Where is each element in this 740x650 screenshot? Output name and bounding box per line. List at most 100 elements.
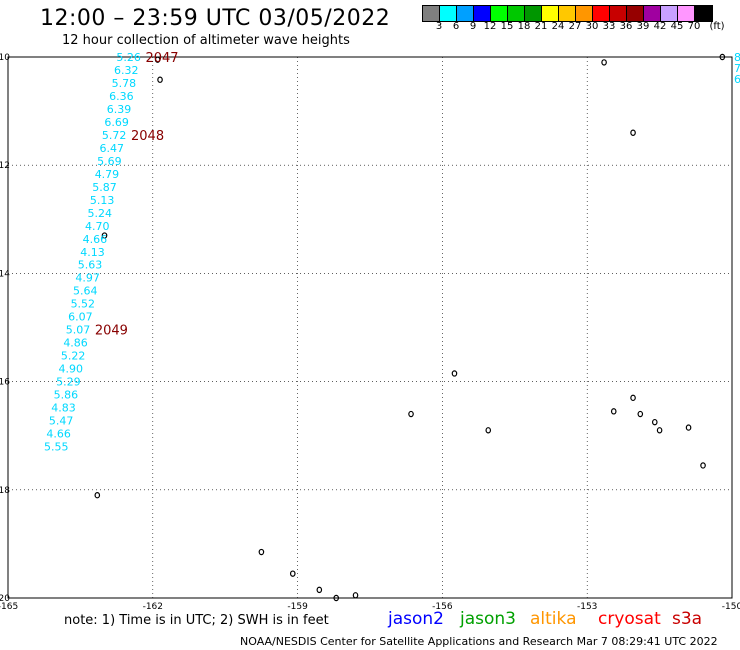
island-outline xyxy=(610,408,617,415)
swh-edge-value: 6 xyxy=(734,73,740,86)
swh-value-label: 5.72 xyxy=(102,129,127,142)
legend-tick-label: 6 xyxy=(452,21,460,32)
swh-value-label: 6.32 xyxy=(114,64,139,77)
satellite-name: altika xyxy=(530,609,577,629)
legend-tick-label: 42 xyxy=(653,21,667,32)
island-outline xyxy=(408,410,414,418)
swh-value-label: 5.24 xyxy=(87,207,112,220)
swh-value-label: 4.66 xyxy=(83,233,108,246)
legend-swatch xyxy=(661,6,678,21)
credit-line: NOAA/NESDIS Center for Satellite Applica… xyxy=(240,635,718,648)
swh-value-label: 6.69 xyxy=(104,116,129,129)
island-outline xyxy=(601,59,607,66)
swh-value-label: 6.39 xyxy=(107,103,132,116)
legend-swatch xyxy=(559,6,576,21)
swh-value-label: 5.47 xyxy=(49,415,74,428)
longitude-tick-label: -165 xyxy=(0,602,18,612)
legend-swatch xyxy=(678,6,695,21)
swh-value-label: 5.78 xyxy=(112,77,137,90)
swh-value-label: 5.69 xyxy=(97,155,122,168)
latitude-tick-label: -18 xyxy=(0,486,10,496)
map-frame xyxy=(7,56,733,599)
legend-swatch xyxy=(542,6,559,21)
legend-swatch xyxy=(593,6,610,21)
legend-tick-label: 45 xyxy=(670,21,684,32)
swh-value-label: 5.52 xyxy=(71,298,96,311)
swh-value-label: 5.86 xyxy=(54,389,79,402)
swh-value-label: 4.97 xyxy=(75,272,100,285)
latitude-tick-label: -10 xyxy=(0,53,10,63)
swh-value-label: 4.13 xyxy=(80,246,105,259)
island-outline xyxy=(94,492,101,499)
swh-value-label: 5.87 xyxy=(92,181,117,194)
swh-value-label: 4.83 xyxy=(51,402,76,415)
island-outline xyxy=(352,592,359,599)
island-outline xyxy=(258,548,265,556)
legend-swatch xyxy=(627,6,644,21)
legend-tick-label: 15 xyxy=(500,21,514,32)
legend-tick-label: 21 xyxy=(534,21,548,32)
island-outline xyxy=(154,56,161,63)
swh-value-label: 4.66 xyxy=(46,428,71,441)
pass-number-label: 2048 xyxy=(131,129,164,144)
swh-value-label: 5.55 xyxy=(44,441,69,454)
island-outline xyxy=(656,427,663,434)
island-outline xyxy=(630,394,636,402)
island-outline xyxy=(451,370,458,377)
swh-value-label: 5.29 xyxy=(56,376,81,389)
legend-swatch xyxy=(474,6,491,21)
latitude-tick-label: -12 xyxy=(0,161,10,171)
swh-value-label: 5.63 xyxy=(78,259,103,272)
legend-tick-label: 70 xyxy=(687,21,701,32)
swh-value-label: 5.07 xyxy=(66,324,91,337)
legend-swatch xyxy=(644,6,661,21)
legend-unit-label: (ft) xyxy=(709,21,725,32)
legend-swatch xyxy=(440,6,457,21)
swh-value-label: 5.22 xyxy=(61,350,86,363)
page-title: 12:00 – 23:59 UTC 03/05/2022 xyxy=(40,6,391,31)
latitude-tick-label: -16 xyxy=(0,378,10,388)
swh-value-label: 6.36 xyxy=(109,90,134,103)
latitude-tick-label: -14 xyxy=(0,269,10,279)
island-outline xyxy=(685,424,692,431)
island-outline xyxy=(630,129,636,136)
legend-swatch xyxy=(508,6,525,21)
legend-tick-label: 18 xyxy=(517,21,531,32)
longitude-tick-label: -153 xyxy=(577,602,597,612)
pass-number-label: 2049 xyxy=(95,324,128,339)
satellite-name: jason2 xyxy=(388,609,444,629)
swh-value-label: 4.90 xyxy=(58,363,83,376)
island-outline xyxy=(157,76,163,83)
swh-edge-value: 7 xyxy=(734,62,740,75)
island-outline xyxy=(333,594,340,602)
legend-tick-label: 24 xyxy=(551,21,565,32)
legend-swatch xyxy=(423,6,440,21)
legend-tick-label: 33 xyxy=(602,21,616,32)
island-outline xyxy=(485,427,492,434)
legend-tick-label: 39 xyxy=(636,21,650,32)
island-outline xyxy=(289,570,296,577)
legend-tick-label: 12 xyxy=(483,21,497,32)
legend-swatch xyxy=(491,6,508,21)
satellite-name: cryosat xyxy=(598,609,661,629)
color-legend-labels: 3 6 9 12 15 18 21 24 27 30 33 36 39 42 45 70 (ft) xyxy=(418,21,740,35)
swh-value-label: 4.70 xyxy=(85,220,110,233)
page-subtitle: 12 hour collection of altimeter wave hei… xyxy=(62,33,350,48)
legend-swatch xyxy=(525,6,542,21)
footer-note: note: 1) Time is in UTC; 2) SWH is in fe… xyxy=(64,613,329,628)
swh-edge-value: 8 xyxy=(734,51,740,64)
legend-swatch xyxy=(695,6,712,21)
swh-value-label: 6.07 xyxy=(68,311,93,324)
color-legend-bar xyxy=(422,5,713,22)
legend-swatch xyxy=(610,6,627,21)
longitude-tick-label: -159 xyxy=(287,602,308,612)
island-outline xyxy=(316,586,323,594)
legend-tick-label: 36 xyxy=(619,21,633,32)
latitude-tick-label: -20 xyxy=(0,594,10,604)
satellite-name: jason3 xyxy=(460,609,516,629)
legend-tick-label: 27 xyxy=(568,21,582,32)
island-outline xyxy=(101,232,108,239)
pass-number-label: 2047 xyxy=(145,51,178,66)
satellite-name: s3a xyxy=(672,609,703,629)
swh-value-label: 5.13 xyxy=(90,194,115,207)
